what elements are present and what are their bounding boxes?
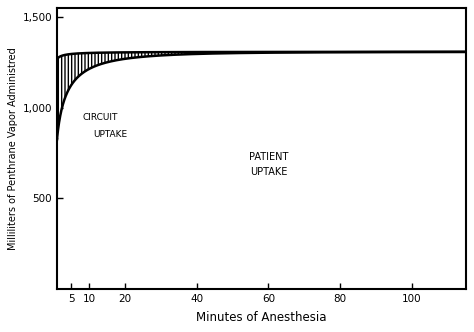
Text: CIRCUIT: CIRCUIT (82, 113, 118, 123)
Text: UPTAKE: UPTAKE (93, 129, 127, 139)
X-axis label: Minutes of Anesthesia: Minutes of Anesthesia (196, 311, 327, 324)
Y-axis label: Milliliters of Penthrane Vapor Administred: Milliliters of Penthrane Vapor Administr… (9, 47, 18, 250)
Text: UPTAKE: UPTAKE (250, 167, 287, 177)
Text: PATIENT: PATIENT (249, 152, 288, 162)
